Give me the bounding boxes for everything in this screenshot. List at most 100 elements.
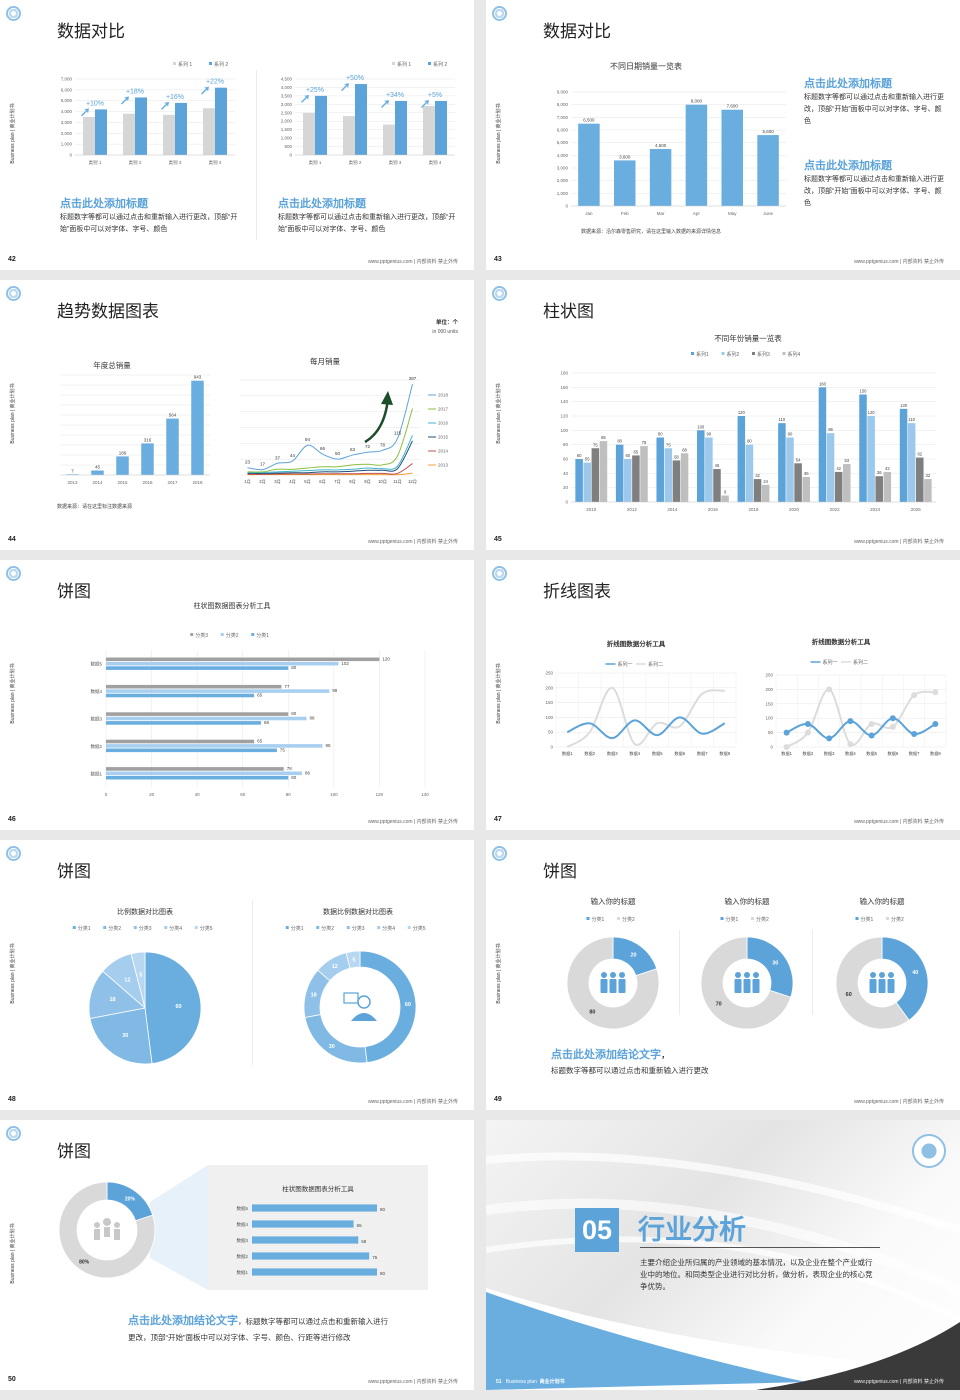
bar	[106, 771, 302, 776]
section-rule	[640, 1247, 880, 1248]
section-number: 05	[575, 1208, 619, 1252]
slice-label: 40	[912, 970, 918, 976]
x-tick-label: 5月	[304, 479, 311, 485]
slide-45[interactable]: 柱状图 Business plan | 商业计划书 不同年份销量一览表 0 20 40…	[486, 280, 960, 550]
bar	[757, 135, 779, 206]
conclusion-line-1: 点击此处添加结论文字，标题数字等都可以通过点击和重新输入进行	[128, 1312, 388, 1328]
data-label: 78	[287, 766, 293, 771]
x-tick-label: 数据4	[629, 750, 640, 757]
bar	[753, 479, 762, 502]
bar	[135, 97, 147, 155]
bar	[83, 117, 95, 155]
chart-title: 不同年份销量一览表	[714, 333, 782, 343]
x-tick-label: Feb	[621, 211, 629, 216]
conclusion-text: ，标题数字等都可以通过点击和重新输入进行	[238, 1317, 388, 1326]
data-label: 60	[625, 453, 630, 458]
y-tick-label: 数据3	[236, 1237, 248, 1244]
callout-wedge	[150, 1165, 208, 1290]
data-label: 80	[380, 1207, 386, 1212]
conclusion-heading: 点击此处添加结论文字	[128, 1315, 238, 1327]
legend-swatch	[721, 352, 725, 355]
data-label: 316	[144, 437, 152, 442]
block-heading: 点击此处添加标题	[804, 160, 892, 172]
bar	[383, 124, 395, 155]
slide-43[interactable]: 数据对比 Business plan | 商业计划书 不同日期销量一览表 0 1,0…	[486, 0, 960, 270]
y-tick-label: 100	[560, 428, 568, 433]
slide-title: 饼图	[57, 582, 91, 601]
series-line	[247, 440, 413, 474]
data-label: 65	[257, 693, 263, 698]
background-waves	[486, 1152, 960, 1390]
legend-swatch	[855, 917, 859, 920]
data-label: 54	[796, 457, 801, 462]
bar	[106, 744, 323, 748]
point-marker	[868, 732, 875, 739]
x-tick-label: 类别 3	[169, 159, 182, 166]
bar	[680, 453, 689, 502]
slice	[130, 951, 146, 1009]
slide-44[interactable]: 趋势数据图表 Business plan | 商业计划书 单位：个 in 000…	[0, 280, 474, 550]
person-body	[351, 1013, 377, 1021]
legend-label: 分类1	[78, 925, 91, 932]
point-marker	[826, 686, 833, 693]
legend-label: 分类3	[195, 632, 208, 639]
data-label: 88	[310, 716, 316, 721]
data-label: 80	[380, 1271, 386, 1276]
x-tick-label: 2018	[748, 507, 759, 512]
line-chart-left: 折线图数据分析工具 0 50 100 150 200 250 数据1 数据2 数据3 数据4 数据5 数…	[545, 639, 737, 757]
x-tick-label: 1月	[244, 479, 251, 485]
slice	[746, 936, 794, 998]
logo	[492, 846, 507, 861]
x-tick-label: 140	[421, 792, 429, 797]
bar	[615, 444, 624, 502]
slide-49[interactable]: 饼图 Business plan | 商业计划书 输入你的标题 20 80 分类1 分类…	[486, 840, 960, 1110]
y-tick-label: 200	[545, 685, 553, 690]
data-label: 6,500	[583, 118, 595, 123]
legend-swatch	[586, 917, 590, 920]
legend-label: 分类1	[861, 916, 874, 923]
bar	[721, 495, 729, 502]
data-label: 53	[844, 458, 849, 463]
data-label: 287	[409, 376, 417, 381]
series-line	[247, 472, 413, 476]
slide-51-section[interactable]: 05 行业分析 主要介绍企业所归属的产业领域的基本情况，以及企业在整个产业或行业…	[486, 1120, 960, 1390]
series-line	[247, 463, 413, 475]
y-tick-label: 6,000	[61, 87, 73, 92]
slide-47[interactable]: 折线图表 Business plan | 商业计划书 折线图数据分析工具 0 50 1…	[486, 560, 960, 830]
point-marker	[783, 744, 790, 750]
legend-swatch	[720, 917, 724, 920]
slide-title: 数据对比	[57, 22, 125, 41]
point-marker	[889, 723, 896, 730]
point-marker	[932, 689, 939, 696]
y-tick-label: 2,500	[281, 110, 293, 115]
bar	[252, 1252, 370, 1260]
y-tick-label: 数据3	[90, 716, 102, 723]
y-tick-label: 9,000	[557, 90, 569, 95]
x-tick-label: 2022	[830, 507, 841, 512]
chart-title: 比例数据对比图表	[117, 907, 173, 916]
data-label: 9	[724, 490, 727, 495]
person-body	[114, 1229, 120, 1240]
conclusion-line-2: 更改，顶部“开始”面板中可以对字体、字号、颜色、行距等进行修改	[128, 1333, 351, 1342]
legend-swatch	[72, 926, 76, 929]
logo	[6, 1126, 21, 1141]
data-label: 96	[828, 427, 833, 432]
donut-chart: 数据比例数据对比图表 60 30 18 12 5 分类1 分类2 分类3 分类4 分类5	[285, 907, 426, 1064]
growth-annotation: +25%	[306, 87, 324, 94]
x-tick-label: 类别 3	[389, 159, 402, 166]
bar	[802, 476, 810, 502]
slice-label: 60	[175, 1004, 181, 1010]
bar	[252, 1236, 359, 1244]
data-label: 5,600	[762, 129, 774, 134]
slide-50[interactable]: 饼图 Business plan | 商业计划书 20% 80% 柱状图数据图表分…	[0, 1120, 474, 1390]
bar	[343, 116, 355, 155]
y-tick-label: 0	[770, 745, 773, 750]
donut-chart-2: 输入你的标题 30 70 分类1 分类2	[700, 896, 794, 1030]
legend-label: 分类2	[321, 925, 334, 932]
slide-42[interactable]: 数据对比 Business plan | 商业计划书 0 1,000 2,000 3,…	[0, 0, 474, 270]
data-label: 46	[715, 463, 720, 468]
bar	[713, 469, 721, 502]
x-tick-label: 2024	[870, 507, 881, 512]
slide-48[interactable]: 饼图 Business plan | 商业计划书 比例数据对比图表 60 30 18 1…	[0, 840, 474, 1110]
slide-46[interactable]: 饼图 Business plan | 商业计划书 柱状图数据图表分析工具 0 20 4…	[0, 560, 474, 830]
